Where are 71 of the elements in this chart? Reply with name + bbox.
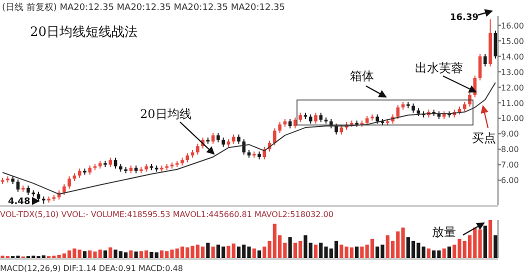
text: MACD(12,26,9) DIF:1.14 DEA:0.91 MACD:0.48	[0, 264, 183, 273]
annotation: 20日均线	[140, 107, 192, 121]
y-tick-label: 12.00	[501, 83, 524, 92]
candlestick	[478, 53, 482, 81]
bar	[426, 248, 430, 258]
candlestick	[62, 184, 66, 196]
candlestick	[36, 191, 40, 202]
y-tick-label: 14.00	[501, 52, 524, 62]
y-tick-label: 11.00	[501, 98, 524, 108]
bar	[288, 237, 292, 258]
candlestick	[294, 116, 297, 129]
bar	[108, 247, 112, 258]
candlestick	[376, 114, 379, 124]
y-tick-label: 8.00	[501, 145, 519, 154]
annotation: 16.39	[450, 13, 478, 23]
candlestick	[273, 128, 276, 146]
bar	[206, 242, 210, 258]
candlestick	[278, 122, 282, 134]
y-tick-label: 9.00	[501, 130, 519, 139]
text: VOL-TDX(5,10) VVOL:- VOLUME:418595.53 MAVOL1:445660.81 MAVOL2:518032.00	[0, 210, 334, 219]
bar	[103, 250, 108, 258]
bar	[134, 252, 138, 258]
annotation: 4.48	[8, 197, 30, 207]
text: 20日均线短线战法	[30, 25, 138, 40]
candlestick	[319, 112, 323, 123]
candlestick	[108, 157, 112, 168]
candlestick	[365, 115, 369, 126]
bar	[447, 246, 452, 258]
candlestick	[308, 114, 312, 124]
candlestick	[484, 53, 487, 67]
bar	[355, 246, 359, 258]
annotation: 放量	[432, 225, 456, 239]
annotation: 出水芙蓉	[415, 61, 463, 75]
y-tick-label: 10.00	[501, 114, 524, 124]
y-tick-label: 6.00	[501, 176, 519, 186]
bar	[252, 248, 256, 258]
bar	[488, 220, 492, 258]
y-tick-label: 7.00	[501, 160, 519, 170]
annotation: 买点	[472, 131, 496, 145]
y-tick-label: 13.00	[501, 68, 524, 77]
bar	[257, 250, 262, 258]
bar	[422, 246, 426, 258]
candlestick	[88, 164, 92, 176]
candlestick	[114, 157, 118, 170]
candlestick	[468, 92, 472, 108]
bar	[78, 250, 82, 258]
bar	[360, 246, 364, 258]
candlestick	[462, 101, 466, 112]
candlestick	[216, 132, 220, 143]
bar	[483, 226, 487, 258]
candlestick	[196, 143, 200, 156]
y-tick-label: 15.00	[501, 36, 524, 46]
bar	[494, 235, 498, 258]
bar	[442, 248, 446, 258]
candlestick	[68, 176, 71, 190]
bar	[211, 246, 215, 258]
candlestick	[222, 137, 225, 148]
candlestick	[237, 134, 240, 144]
y-tick-label: 16.00	[501, 21, 524, 30]
candlestick	[186, 152, 190, 163]
candlestick	[412, 103, 415, 114]
candlestick	[242, 138, 246, 156]
bar	[314, 244, 318, 258]
candlestick	[396, 104, 400, 120]
candlestick	[26, 185, 30, 196]
text: (日线 前复权) MA20:12.35 MA20:12.35 MA20:12.35 MA20:12.35	[2, 2, 286, 13]
candlestick	[298, 112, 302, 123]
bar	[82, 251, 87, 258]
annotation: 箱体	[350, 69, 374, 83]
candlestick	[314, 112, 318, 124]
bar	[129, 250, 133, 258]
